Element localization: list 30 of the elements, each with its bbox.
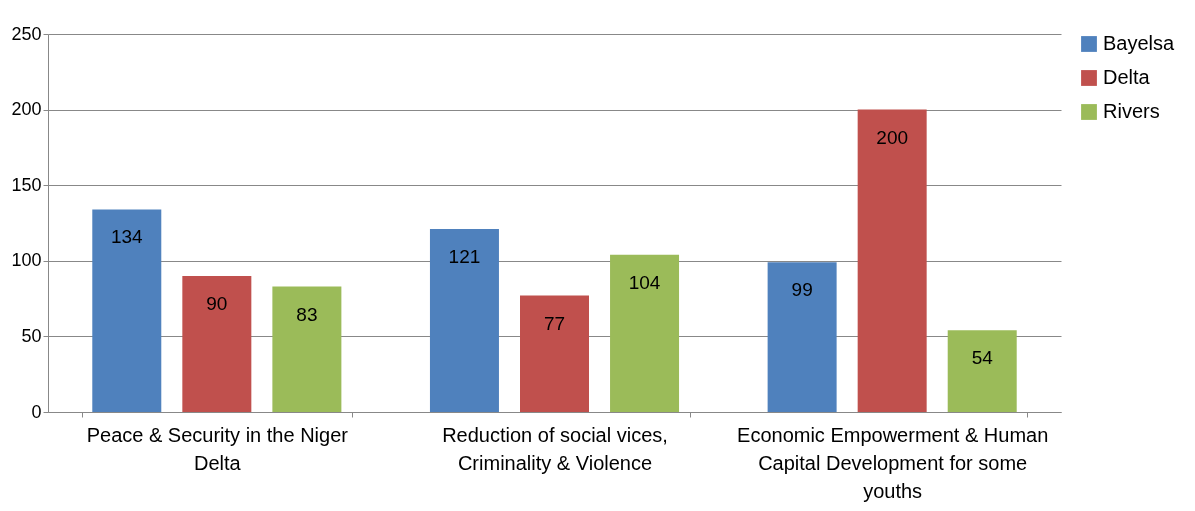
y-tick-label: 100 (11, 250, 42, 271)
data-label: 134 (110, 226, 144, 248)
legend-label: Delta (1103, 66, 1151, 88)
bar (520, 295, 589, 412)
data-label: 104 (628, 271, 661, 293)
x-tick-label: Economic Empowerment & Human Capital Development for some youths (737, 423, 1049, 502)
bar (92, 209, 162, 412)
legend-label: Rivers (1103, 100, 1160, 122)
data-label: 83 (296, 303, 318, 325)
bar (947, 330, 1017, 412)
bar (857, 109, 927, 412)
y-tick-label: 250 (11, 23, 42, 44)
data-label: 54 (971, 347, 994, 369)
bar (272, 286, 342, 412)
bar (429, 229, 499, 412)
y-tick-label: 0 (31, 401, 42, 422)
x-tick-label: Reduction of social vices, Criminality & Violence (442, 423, 668, 474)
data-label: 99 (791, 279, 813, 301)
bar (767, 262, 837, 412)
x-tick-label: Peace & Security in the Niger Delta (86, 423, 349, 474)
y-tick-label: 200 (11, 99, 42, 120)
data-label: 121 (448, 246, 481, 268)
bar (610, 254, 680, 412)
data-label: 90 (206, 292, 228, 314)
y-tick-label: 150 (11, 174, 42, 195)
data-label: 77 (543, 312, 566, 334)
y-tick-label: 50 (21, 325, 42, 346)
legend-label: Bayelsa (1103, 32, 1176, 54)
data-label: 200 (876, 126, 909, 148)
bar (182, 275, 252, 412)
